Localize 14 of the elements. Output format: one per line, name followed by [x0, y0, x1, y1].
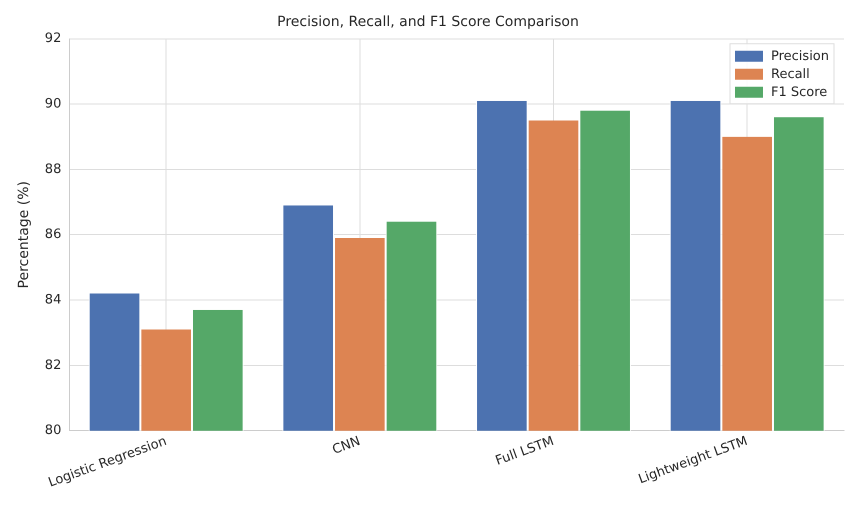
- chart-title: Precision, Recall, and F1 Score Comparison: [277, 14, 579, 30]
- x-tick-label: CNN: [330, 434, 362, 458]
- y-tick-label: 82: [44, 358, 62, 373]
- x-tick-label: Full LSTM: [494, 434, 556, 469]
- legend-label: Precision: [770, 49, 830, 64]
- y-tick-label: 80: [44, 423, 62, 438]
- y-tick-label: 88: [44, 162, 62, 177]
- legend-label: Recall: [770, 67, 810, 82]
- y-tick-label: 84: [44, 292, 62, 308]
- y-tick-label: 90: [44, 96, 62, 112]
- y-tick-label: 86: [44, 227, 62, 242]
- y-tick-label: 92: [44, 31, 62, 46]
- legend-label: F1 Score: [770, 85, 828, 100]
- y-axis-title: Percentage (%): [16, 181, 32, 288]
